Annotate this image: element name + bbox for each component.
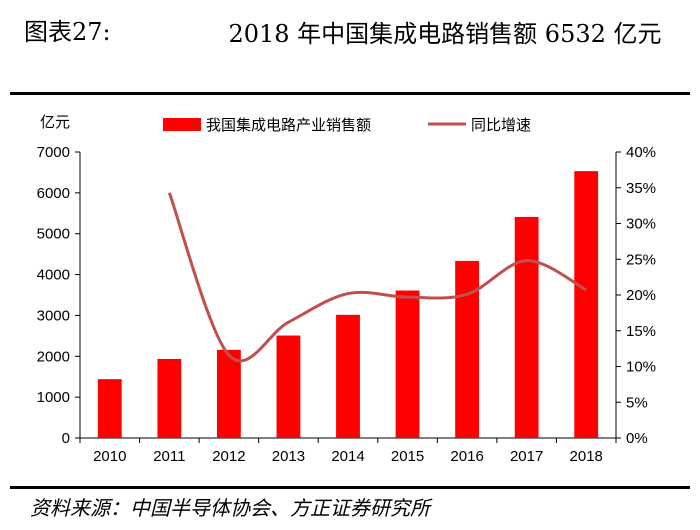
right-tick-label: 35%: [626, 180, 656, 197]
bar: [157, 358, 182, 438]
x-tick-label: 2010: [93, 448, 126, 465]
right-tick-label: 25%: [626, 251, 656, 268]
legend-line-label: 同比增速: [471, 116, 531, 134]
x-tick-label: 2013: [272, 448, 305, 465]
left-tick-label: 5000: [37, 226, 70, 243]
right-tick-label: 0%: [626, 430, 648, 447]
left-tick-label: 4000: [37, 267, 70, 284]
right-tick-label: 5%: [626, 394, 648, 411]
bar: [276, 335, 301, 438]
bar: [574, 171, 599, 438]
right-tick-label: 15%: [626, 323, 656, 340]
figure-title-block: 图表27: 2018 年中国集成电路销售额 6532 亿元: [10, 4, 690, 92]
source-note: 资料来源：中国半导体协会、方正证券研究所: [30, 496, 430, 520]
left-tick-label: 0: [62, 430, 70, 447]
bar: [97, 379, 122, 438]
x-tick-label: 2015: [391, 448, 424, 465]
x-tick-label: 2014: [331, 448, 364, 465]
x-tick-label: 2012: [212, 448, 245, 465]
x-tick-label: 2011: [153, 448, 185, 465]
left-tick-label: 3000: [37, 307, 70, 324]
bar: [216, 349, 241, 438]
bar: [514, 216, 539, 438]
left-tick-label: 1000: [37, 389, 70, 406]
legend-bar-swatch: [163, 118, 201, 131]
top-rule: [10, 92, 690, 95]
y-axis-label: 亿元: [40, 114, 70, 131]
bar: [395, 290, 420, 438]
right-tick-label: 30%: [626, 216, 656, 233]
figure-label: 图表27:: [24, 18, 111, 46]
right-tick-label: 40%: [626, 144, 656, 161]
figure-title: 2018 年中国集成电路销售额 6532 亿元: [228, 20, 662, 48]
bar: [336, 314, 360, 438]
growth-line: [167, 192, 587, 363]
combo-chart: 0 1000 2000 3000 4000 5000 6000 7000 0% 5% 10% 15% 2…: [37, 114, 656, 465]
left-tick-label: 2000: [37, 348, 70, 365]
bottom-rule: [10, 486, 690, 489]
x-tick-label: 2017: [510, 448, 543, 465]
left-tick-label: 7000: [37, 144, 70, 161]
left-tick-label: 6000: [37, 185, 70, 202]
right-tick-label: 10%: [626, 359, 656, 376]
right-tick-label: 20%: [626, 287, 656, 304]
x-tick-label: 2018: [570, 448, 603, 465]
bar: [455, 260, 480, 438]
legend-bar-label: 我国集成电路产业销售额: [206, 116, 371, 134]
x-tick-label: 2016: [450, 448, 483, 465]
